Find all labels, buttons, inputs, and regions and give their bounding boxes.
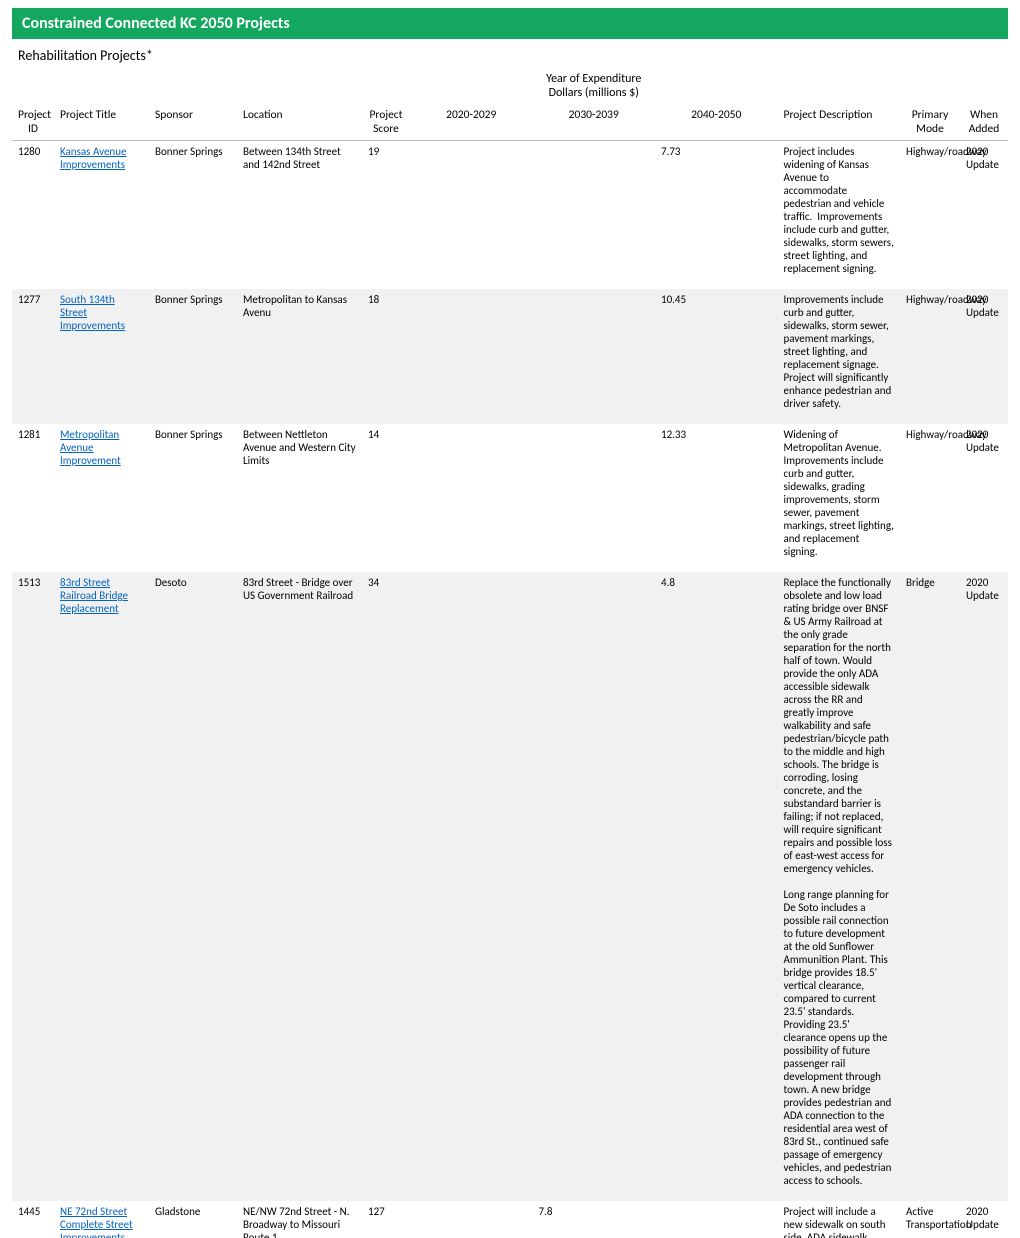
cell-description: Widening of Metropolitan Avenue. Improve… (778, 424, 901, 572)
cell-project-title: 83rd Street Railroad Bridge Replacement (54, 572, 149, 1201)
cell-2030-2039 (533, 141, 656, 290)
cell-2030-2039 (533, 572, 656, 1201)
cell-mode: Highway/roadway (900, 141, 960, 290)
cell-2040-2050: 12.33 (655, 424, 778, 572)
cell-description: Project will include a new sidewalk on s… (778, 1201, 901, 1238)
project-title-link[interactable]: 83rd Street Railroad Bridge Replacement (60, 576, 128, 615)
table-row: 1280Kansas Avenue Improvements Bonner Spr… (12, 141, 1008, 290)
cell-mode: Bridge (900, 572, 960, 1201)
cell-location: Metropolitan to Kansas Avenu (237, 289, 362, 424)
cell-description-text: Replace the functionally obsolete and lo… (784, 576, 895, 1187)
cell-when: 2020 Update (960, 141, 1008, 290)
col-header-description: Project Description (778, 104, 901, 141)
report-title-banner: Constrained Connected KC 2050 Projects (12, 8, 1008, 39)
col-header-mode: Primary Mode (900, 104, 960, 141)
cell-2040-2050 (655, 1201, 778, 1238)
table-row: 151383rd Street Railroad Bridge Replacem… (12, 572, 1008, 1201)
cell-when: 2020 Update (960, 572, 1008, 1201)
cell-score: 19 (362, 141, 410, 290)
table-row: 1281Metropolitan Avenue Improvement Bonne… (12, 424, 1008, 572)
cell-2030-2039 (533, 424, 656, 572)
cell-description: Improvements include curb and gutter, si… (778, 289, 901, 424)
cell-2030-2039 (533, 289, 656, 424)
cell-mode: Highway/roadway (900, 289, 960, 424)
col-header-location: Location (237, 104, 362, 141)
cell-location: 83rd Street - Bridge over US Government … (237, 572, 362, 1201)
col-header-2040-2050: 2040-2050 (655, 104, 778, 141)
cell-project-id: 1281 (12, 424, 54, 572)
col-header-2030-2039: 2030-2039 (533, 104, 656, 141)
cell-sponsor: Gladstone (149, 1201, 237, 1238)
cell-project-title: NE 72nd Street Complete Street Improveme… (54, 1201, 149, 1238)
expenditure-super-header-2: Dollars (millions $) (416, 86, 772, 100)
cell-2020-2029 (410, 572, 533, 1201)
project-title-link[interactable]: NE 72nd Street Complete Street Improveme… (60, 1205, 133, 1238)
cell-project-title: South 134th Street Improvements (54, 289, 149, 424)
col-header-score: Project Score (362, 104, 410, 141)
cell-location: NE/NW 72nd Street - N. Broadway to Misso… (237, 1201, 362, 1238)
cell-project-id: 1513 (12, 572, 54, 1201)
cell-description: Replace the functionally obsolete and lo… (778, 572, 901, 1201)
cell-sponsor: Bonner Springs (149, 141, 237, 290)
cell-description-text: Widening of Metropolitan Avenue. Improve… (784, 428, 895, 558)
expenditure-super-header-1: Year of Expenditure (416, 72, 772, 86)
cell-sponsor: Desoto (149, 572, 237, 1201)
cell-2020-2029 (410, 289, 533, 424)
cell-when: 2020 Update (960, 1201, 1008, 1238)
cell-mode: Highway/roadway (900, 424, 960, 572)
cell-description-text: Improvements include curb and gutter, si… (784, 293, 895, 410)
cell-2020-2029 (410, 1201, 533, 1238)
cell-2040-2050: 7.73 (655, 141, 778, 290)
cell-score: 14 (362, 424, 410, 572)
cell-description-text: Project includes widening of Kansas Aven… (784, 145, 895, 275)
project-title-link[interactable]: Kansas Avenue Improvements (60, 145, 126, 171)
cell-project-id: 1445 (12, 1201, 54, 1238)
cell-project-id: 1280 (12, 141, 54, 290)
cell-score: 34 (362, 572, 410, 1201)
col-header-when: When Added (960, 104, 1008, 141)
cell-score: 18 (362, 289, 410, 424)
cell-when: 2020 Update (960, 289, 1008, 424)
cell-2020-2029 (410, 424, 533, 572)
cell-when: 2020 Update (960, 424, 1008, 572)
cell-sponsor: Bonner Springs (149, 289, 237, 424)
cell-2040-2050: 10.45 (655, 289, 778, 424)
project-title-link[interactable]: Metropolitan Avenue Improvement (60, 428, 121, 467)
cell-2040-2050: 4.8 (655, 572, 778, 1201)
table-row: 1445NE 72nd Street Complete Street Impro… (12, 1201, 1008, 1238)
projects-table: Year of Expenditure Dollars (millions $)… (12, 68, 1008, 1238)
cell-description: Project includes widening of Kansas Aven… (778, 141, 901, 290)
col-header-title: Project Title (54, 104, 149, 141)
cell-2020-2029 (410, 141, 533, 290)
section-heading: Rehabilitation Projects* (18, 47, 1008, 64)
col-header-sponsor: Sponsor (149, 104, 237, 141)
cell-location: Between 134th Street and 142nd Street (237, 141, 362, 290)
cell-mode: Active Transportation (900, 1201, 960, 1238)
project-title-link[interactable]: South 134th Street Improvements (60, 293, 125, 332)
cell-score: 127 (362, 1201, 410, 1238)
col-header-2020-2029: 2020-2029 (410, 104, 533, 141)
cell-2030-2039: 7.8 (533, 1201, 656, 1238)
cell-project-title: Metropolitan Avenue Improvement (54, 424, 149, 572)
table-row: 1277South 134th Street Improvements Bonne… (12, 289, 1008, 424)
cell-project-title: Kansas Avenue Improvements (54, 141, 149, 290)
cell-sponsor: Bonner Springs (149, 424, 237, 572)
cell-location: Between Nettleton Avenue and Western Cit… (237, 424, 362, 572)
col-header-id: Project ID (12, 104, 54, 141)
cell-description-text: Project will include a new sidewalk on s… (784, 1205, 895, 1238)
cell-project-id: 1277 (12, 289, 54, 424)
